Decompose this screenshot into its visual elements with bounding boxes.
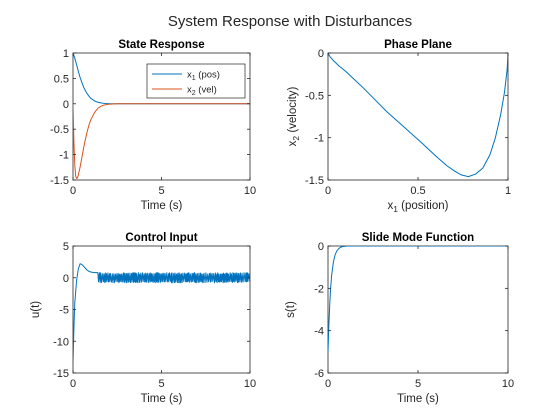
control-axes: 0 5 10 -15 -10 -5 0 5 Control Input Time (s) u(t) xyxy=(30,232,256,405)
slide-ytick-label: -6 xyxy=(314,368,324,380)
state-series-2-line xyxy=(73,103,250,179)
control-xtick-label: 5 xyxy=(158,378,164,390)
state-xtick-label: 5 xyxy=(158,185,164,197)
slide-ytick-label: -2 xyxy=(314,283,324,295)
phase-ytick-label: 0 xyxy=(318,48,324,60)
slide-title: Slide Mode Function xyxy=(362,232,474,244)
control-xtick-label: 0 xyxy=(70,378,76,390)
state-xlabel: Time (s) xyxy=(141,200,183,212)
state-xtick-label: 10 xyxy=(244,185,256,197)
phase-xlabel: x1 (position) xyxy=(388,200,449,214)
state-legend-label-2: x2 (vel) xyxy=(187,85,217,98)
control-ytick-label: 5 xyxy=(63,241,69,253)
slide-ylabel: s(t) xyxy=(285,301,297,318)
slide-plot-frame xyxy=(327,245,509,374)
slide-ytick-label: -4 xyxy=(314,326,324,338)
slide-axes: 0 5 10 -6 -4 -2 0 Slide Mode Function Time (s) s(… xyxy=(285,232,514,405)
state-ytick-label: -1.5 xyxy=(50,175,69,187)
control-data-area xyxy=(73,263,250,364)
state-ytick-label: 0 xyxy=(63,99,69,111)
control-xlabel: Time (s) xyxy=(141,393,183,405)
phase-plot-frame xyxy=(327,52,509,181)
figure-title: System Response with Disturbances xyxy=(168,13,412,30)
state-legend-label-1: x1 (pos) xyxy=(187,70,220,83)
control-series-1-line xyxy=(73,263,250,364)
state-ytick-label: 1 xyxy=(63,48,69,60)
phase-series-1-line xyxy=(328,53,508,178)
state-data-area xyxy=(73,53,250,179)
slide-xtick-label: 5 xyxy=(415,378,421,390)
phase-data-area xyxy=(328,53,508,178)
control-plot-frame xyxy=(72,245,251,374)
phase-xtick-label: 0 xyxy=(325,185,331,197)
slide-xlabel: Time (s) xyxy=(397,393,439,405)
phase-ytick-label: -1 xyxy=(314,133,324,145)
phase-ylabel: x2 (velocity) xyxy=(287,86,301,146)
phase-xtick-label: 1 xyxy=(505,185,511,197)
control-ytick-label: 0 xyxy=(63,273,69,285)
state-xtick-label: 0 xyxy=(70,185,76,197)
slide-xtick-label: 10 xyxy=(502,378,514,390)
control-ylabel: u(t) xyxy=(30,301,42,318)
state-ytick-label: -1 xyxy=(59,150,69,162)
control-xtick-label: 10 xyxy=(244,378,256,390)
slide-data-area xyxy=(328,246,508,352)
control-title: Control Input xyxy=(125,232,197,244)
control-ytick-label: -15 xyxy=(53,368,69,380)
state-title: State Response xyxy=(118,39,204,51)
slide-xtick-label: 0 xyxy=(325,378,331,390)
state-legend-box xyxy=(146,63,246,99)
state-ytick-label: 0.5 xyxy=(54,73,69,85)
phase-title: Phase Plane xyxy=(384,39,452,51)
phase-axes: 0 0.5 1 -1.5 -1 -0.5 0 Phase Plane x1 (position)… xyxy=(287,39,511,214)
state-ytick-label: -0.5 xyxy=(50,124,69,136)
state-legend: x1 (pos) x2 (vel) xyxy=(146,63,246,99)
phase-ytick-label: -1.5 xyxy=(305,175,324,187)
state-axes: 0 5 10 -1.5 -1 -0.5 0 0.5 1 State Response Time (s… xyxy=(50,39,256,212)
slide-ytick-label: 0 xyxy=(318,241,324,253)
control-ytick-label: -5 xyxy=(59,305,69,317)
control-ytick-label: -10 xyxy=(53,336,69,348)
slide-series-1-line xyxy=(328,246,508,352)
phase-ytick-label: -0.5 xyxy=(305,90,324,102)
phase-xtick-label: 0.5 xyxy=(410,185,425,197)
